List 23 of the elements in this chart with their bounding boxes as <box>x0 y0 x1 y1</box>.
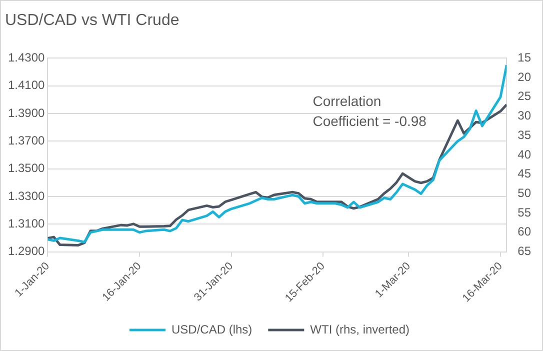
legend-label: WTI (rhs, inverted) <box>310 322 410 336</box>
y2-tick-label: 45 <box>518 166 532 181</box>
y-tick-label: 1.4300 <box>8 50 46 65</box>
y2-tick-label: 30 <box>518 108 532 123</box>
y-tick-label: 1.3900 <box>8 106 46 120</box>
y-tick-label: 1.3100 <box>8 216 46 230</box>
y2-tick-label: 20 <box>518 70 532 84</box>
annotation: Correlation Coefficient = -0.98 <box>312 93 427 130</box>
y2-tick-label: 25 <box>518 89 532 104</box>
y-tick-label: 1.3300 <box>8 188 46 203</box>
y2-tick-label: 40 <box>518 147 532 162</box>
y2-tick-label: 60 <box>518 224 532 239</box>
legend-label: USD/CAD (lhs) <box>171 322 252 336</box>
y-tick-label: 1.4100 <box>8 78 46 92</box>
y2-tick-label: 15 <box>518 50 532 65</box>
y-tick-label: 1.3700 <box>8 133 46 148</box>
y2-tick-label: 65 <box>518 244 532 258</box>
y2-tick-label: 50 <box>518 186 532 200</box>
y-tick-label: 1.2900 <box>8 244 46 258</box>
y-tick-label: 1.3500 <box>8 161 46 176</box>
y2-tick-label: 55 <box>518 205 532 220</box>
y2-tick-label: 35 <box>518 128 532 142</box>
chart-title: USD/CAD vs WTI Crude <box>5 12 180 30</box>
